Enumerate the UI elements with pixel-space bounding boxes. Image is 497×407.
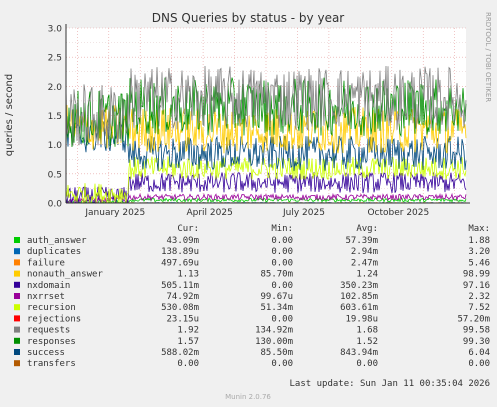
legend-series-name: recursion — [27, 303, 76, 313]
y-tick-label: 1.0 — [48, 141, 63, 151]
legend-swatch — [14, 270, 20, 277]
legend-min-value: 130.00m — [255, 337, 293, 347]
legend-swatch — [14, 326, 20, 333]
legend-cur-value: 588.02m — [161, 348, 199, 358]
legend-avg-value: 350.23m — [340, 281, 378, 291]
series-line-requests — [65, 65, 467, 146]
series-line-auth_answer — [65, 197, 467, 204]
legend-max-value: 99.30 — [463, 337, 490, 347]
legend-series-name: nxrrset — [27, 292, 65, 302]
series-line-nxrrset — [65, 192, 467, 204]
legend-min-value: 0.00 — [271, 314, 293, 324]
legend-avg-value: 2.94m — [351, 247, 378, 257]
legend-series-name: responses — [27, 337, 76, 347]
legend-min-value: 0.00 — [271, 236, 293, 246]
legend-swatch — [14, 337, 20, 344]
legend-series-name: auth_answer — [27, 236, 87, 246]
legend-max-value: 97.16 — [463, 281, 490, 291]
legend-series-name: nxdomain — [27, 281, 70, 291]
legend-cur-value: 0.00 — [177, 359, 199, 369]
legend-cur-value: 43.09m — [166, 236, 199, 246]
series-line-nxdomain — [65, 171, 467, 204]
legend-cur-value: 497.69u — [161, 258, 199, 268]
y-tick-label: 0.0 — [48, 200, 63, 210]
legend-cur-value: 1.92 — [177, 326, 199, 336]
y-tick-label: 2.0 — [48, 83, 63, 93]
legend-cur-value: 530.08m — [161, 303, 199, 313]
legend-max-value: 3.20 — [468, 247, 490, 257]
legend-max-value: 1.88 — [468, 236, 490, 246]
legend-max-value: 57.20m — [457, 314, 490, 324]
legend-swatch — [14, 248, 20, 255]
y-axis-label: queries / second — [4, 74, 15, 156]
legend-max-value: 98.99 — [463, 270, 490, 280]
legend-cur-value: 505.11m — [161, 281, 199, 291]
y-tick-label: 0.5 — [48, 170, 62, 180]
legend-series-name: rejections — [27, 314, 81, 324]
y-tick-label: 3.0 — [48, 25, 63, 35]
legend-max-value: 7.52 — [468, 303, 490, 313]
legend-swatch — [14, 237, 20, 243]
legend-cur-value: 74.92m — [166, 292, 199, 302]
legend-avg-value: 843.94m — [340, 348, 378, 358]
y-tick-label: 1.5 — [48, 112, 62, 122]
legend-max-value: 0.00 — [468, 359, 490, 369]
legend-min-value: 0.00 — [271, 359, 293, 369]
legend-avg-value: 1.24 — [356, 270, 378, 280]
legend-min-value: 99.67u — [260, 292, 293, 302]
legend-column-header: Min: — [271, 224, 293, 234]
legend-swatch — [14, 259, 20, 266]
legend-swatch — [14, 293, 20, 299]
legend-max-value: 6.04 — [468, 348, 490, 358]
legend-swatch — [14, 349, 20, 355]
legend-swatch — [14, 360, 20, 367]
x-tick-label: October 2025 — [367, 208, 429, 218]
legend-min-value: 0.00 — [271, 247, 293, 257]
legend-max-value: 5.46 — [468, 258, 490, 268]
legend-cur-value: 1.13 — [177, 270, 199, 280]
legend-column-header: Max: — [468, 224, 490, 234]
legend-min-value: 0.00 — [271, 258, 293, 268]
y-tick-label: 2.5 — [48, 54, 62, 64]
legend-series-name: duplicates — [27, 247, 81, 257]
side-label: RRDTOOL / TOBI OETIKER — [484, 12, 492, 102]
legend-column-header: Avg: — [356, 224, 378, 234]
legend-avg-value: 102.85m — [340, 292, 378, 302]
legend-avg-value: 57.39m — [345, 236, 378, 246]
legend-min-value: 134.92m — [255, 326, 293, 336]
legend-min-value: 85.70m — [260, 270, 293, 280]
legend-series-name: transfers — [27, 359, 76, 369]
footer: Munin 2.0.76 — [225, 393, 271, 401]
legend-cur-value: 138.89u — [161, 247, 199, 257]
chart-title: DNS Queries by status - by year — [152, 11, 345, 25]
legend-max-value: 2.32 — [468, 292, 490, 302]
legend-swatch — [14, 315, 20, 322]
legend-avg-value: 19.98u — [345, 314, 378, 324]
legend-swatch — [14, 304, 20, 311]
legend-avg-value: 603.61m — [340, 303, 378, 313]
last-update: Last update: Sun Jan 11 00:35:04 2026 — [290, 379, 490, 389]
legend-swatch — [14, 281, 20, 288]
legend-min-value: 85.50m — [260, 348, 293, 358]
legend-avg-value: 2.47m — [351, 258, 378, 268]
legend-min-value: 0.00 — [271, 281, 293, 291]
legend-cur-value: 23.15u — [166, 314, 199, 324]
legend-column-header: Cur: — [177, 224, 199, 234]
legend-cur-value: 1.57 — [177, 337, 199, 347]
legend-avg-value: 1.52 — [356, 337, 378, 347]
legend-max-value: 99.58 — [463, 326, 490, 336]
legend-avg-value: 1.68 — [356, 326, 378, 336]
legend-min-value: 51.34m — [260, 303, 293, 313]
legend-series-name: nonauth_answer — [27, 270, 103, 280]
x-tick-label: July 2025 — [282, 208, 325, 218]
x-tick-label: January 2025 — [84, 208, 145, 218]
legend-series-name: success — [27, 348, 65, 358]
legend-series-name: failure — [27, 258, 65, 268]
legend-series-name: requests — [27, 326, 70, 336]
x-tick-label: April 2025 — [186, 208, 232, 218]
legend-avg-value: 0.00 — [356, 359, 378, 369]
